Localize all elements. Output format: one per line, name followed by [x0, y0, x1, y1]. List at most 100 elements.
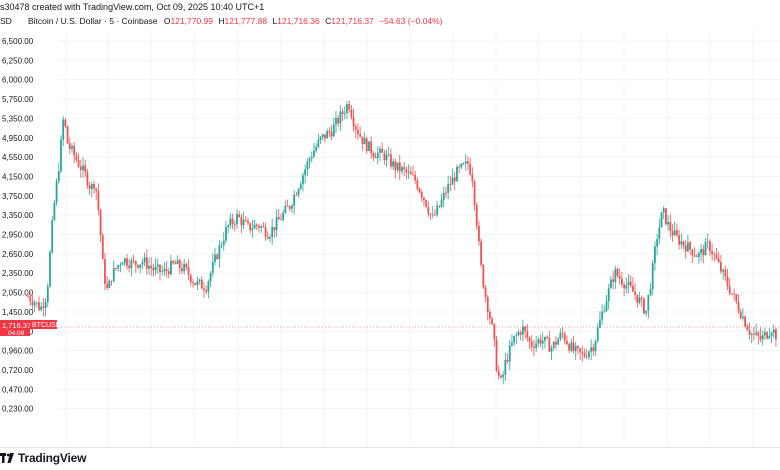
candle-body — [544, 336, 546, 341]
candle-body — [251, 228, 254, 231]
candle-body — [583, 353, 586, 357]
open-value: 121,770.99 — [170, 16, 213, 26]
candle-body — [401, 167, 403, 172]
candle-body — [678, 235, 681, 245]
candle-body — [568, 344, 571, 351]
y-tick-label: 4,150.00 — [2, 172, 34, 181]
candle-body — [222, 240, 225, 246]
candle-body — [273, 226, 276, 231]
change-value: −54.63 (−0.04%) — [379, 16, 443, 26]
low-label: L — [272, 16, 278, 26]
candle-body — [354, 126, 357, 130]
footer-bar: TradingView — [0, 447, 780, 470]
candle-body — [348, 104, 351, 110]
candle-body — [539, 339, 542, 344]
candle-body — [258, 225, 260, 228]
candle-body — [601, 311, 604, 320]
candle-body — [383, 152, 386, 161]
candle-body — [407, 171, 410, 173]
candle-body — [517, 332, 520, 336]
candle-body — [636, 294, 639, 303]
candle-body — [376, 152, 379, 159]
candle-body — [216, 254, 219, 260]
candle-body — [467, 161, 469, 165]
candle-body — [75, 155, 78, 161]
candle-body — [117, 265, 120, 269]
candle-body — [588, 351, 590, 358]
candle-body — [550, 347, 553, 352]
candle-body — [478, 226, 480, 242]
candle-body — [656, 239, 659, 247]
candle-body — [73, 146, 76, 156]
candle-body — [394, 161, 397, 170]
candle-body — [753, 334, 755, 335]
candle-body — [744, 316, 747, 327]
candle-body — [134, 261, 137, 265]
candle-body — [590, 347, 593, 352]
y-tick-label: 5,750.00 — [2, 95, 34, 104]
candle-body — [196, 281, 199, 286]
candle-body — [381, 148, 384, 153]
candle-body — [282, 212, 285, 220]
candle-body — [181, 268, 183, 272]
candle-body — [291, 205, 293, 209]
candle-body — [152, 268, 155, 271]
candle-body — [599, 319, 601, 328]
candle-body — [40, 306, 43, 311]
candle-body — [451, 177, 454, 185]
candle-body — [491, 318, 494, 325]
candle-body — [627, 281, 630, 286]
candle-body — [691, 249, 694, 256]
candle-body — [552, 341, 555, 348]
candle-body — [471, 174, 474, 182]
candle-body — [748, 330, 751, 335]
y-tick-label: 0,230.00 — [2, 405, 34, 414]
candle-body — [592, 347, 595, 352]
candle-body — [581, 352, 584, 354]
candle-body — [242, 219, 245, 226]
candle-body — [231, 218, 234, 224]
candle-body — [262, 226, 265, 228]
symbol-description[interactable]: Bitcoin / U.S. Dollar · 5 · Coinbase — [28, 16, 158, 26]
y-tick-label: 2,050.00 — [2, 289, 34, 298]
candle-body — [489, 312, 491, 319]
candle-body — [178, 259, 181, 269]
candle-body — [566, 340, 568, 345]
candle-body — [682, 241, 685, 246]
candle-body — [104, 259, 106, 284]
candle-body — [731, 293, 733, 295]
candle-body — [412, 174, 414, 176]
candle-body — [416, 180, 419, 189]
candle-body — [632, 285, 634, 292]
candle-body — [647, 294, 650, 311]
candle-body — [572, 342, 575, 352]
candle-body — [363, 138, 366, 145]
candle-body — [695, 255, 698, 257]
tradingview-brand: TradingView — [18, 451, 87, 465]
candle-body — [370, 141, 373, 154]
candle-body — [385, 154, 388, 161]
y-tick-label: 0,470.00 — [2, 385, 34, 394]
candle-body — [651, 263, 654, 289]
candle-body — [431, 214, 434, 216]
candle-body — [192, 282, 194, 284]
candle-body — [594, 340, 597, 352]
candle-body — [506, 359, 509, 362]
candle-body — [326, 131, 329, 139]
candle-body — [687, 242, 689, 252]
candle-body — [139, 264, 142, 268]
candle-body — [482, 264, 485, 288]
candle-body — [280, 219, 282, 221]
tradingview-logo[interactable]: TradingView — [0, 451, 86, 465]
candle-body — [167, 271, 170, 275]
y-tick-label: 4,550.00 — [2, 153, 34, 162]
candle-body — [445, 192, 447, 194]
candle-body — [746, 326, 749, 331]
y-tick-label: 1,450.00 — [2, 308, 34, 317]
candle-body — [537, 339, 540, 344]
candle-body — [563, 333, 566, 341]
candle-body — [409, 171, 412, 175]
candle-body — [154, 266, 157, 271]
candle-body — [119, 264, 122, 266]
